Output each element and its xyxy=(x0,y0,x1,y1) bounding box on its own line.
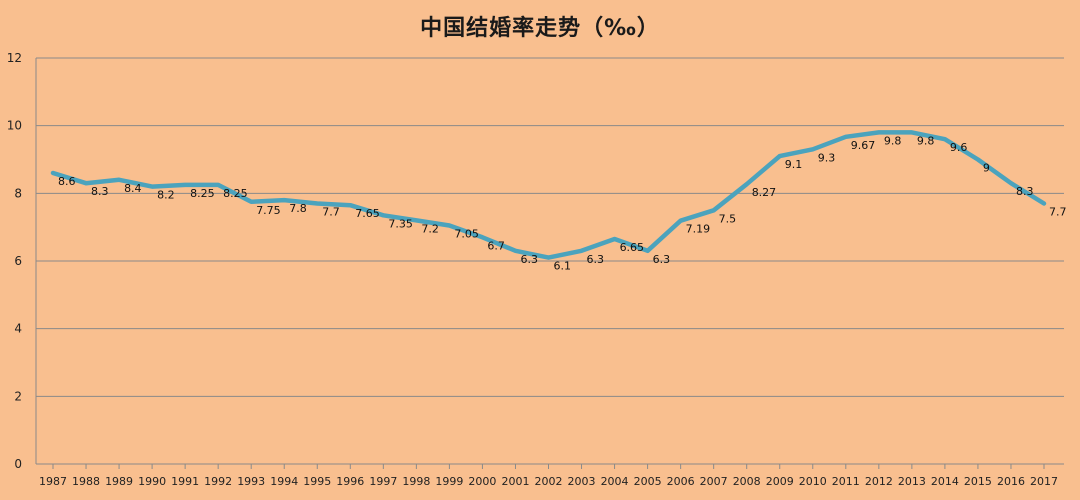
x-tick-label: 2011 xyxy=(832,475,860,488)
x-tick-label: 2002 xyxy=(535,475,563,488)
data-label: 9.8 xyxy=(917,134,935,147)
data-label: 7.7 xyxy=(322,205,340,218)
x-tick-label: 1995 xyxy=(303,475,331,488)
data-label: 7.35 xyxy=(388,217,413,230)
x-tick-label: 1998 xyxy=(402,475,430,488)
data-label: 8.27 xyxy=(752,186,777,199)
y-tick-label: 6 xyxy=(14,254,22,268)
x-tick-label: 2016 xyxy=(997,475,1025,488)
data-label: 9.3 xyxy=(818,151,836,164)
data-label: 7.7 xyxy=(1049,205,1067,218)
data-label: 6.3 xyxy=(520,253,538,266)
data-label: 7.5 xyxy=(719,212,737,225)
y-tick-label: 10 xyxy=(7,119,22,133)
data-label: 7.65 xyxy=(355,207,380,220)
data-label: 6.65 xyxy=(620,241,645,254)
data-label: 7.75 xyxy=(256,204,281,217)
x-tick-label: 2009 xyxy=(766,475,794,488)
data-label: 8.25 xyxy=(190,187,215,200)
series-line xyxy=(50,130,1047,260)
x-tick-label: 2007 xyxy=(700,475,728,488)
y-tick-label: 4 xyxy=(14,322,22,336)
chart-title: 中国结婚率走势（‰） xyxy=(420,16,660,41)
data-label: 7.8 xyxy=(289,202,307,215)
x-tick-label: 1991 xyxy=(171,475,199,488)
data-label: 9.67 xyxy=(851,139,876,152)
data-label: 9.1 xyxy=(785,158,803,171)
data-label: 9.8 xyxy=(884,134,902,147)
x-tick-label: 1988 xyxy=(72,475,100,488)
x-tick-label: 1992 xyxy=(204,475,232,488)
x-tick-label: 2017 xyxy=(1030,475,1058,488)
x-tick-label: 2015 xyxy=(964,475,992,488)
y-tick-label: 2 xyxy=(14,389,22,403)
data-label: 8.25 xyxy=(223,187,248,200)
data-label: 6.3 xyxy=(587,253,605,266)
x-tick-label: 1993 xyxy=(237,475,265,488)
data-label: 8.4 xyxy=(124,182,142,195)
data-label: 9.6 xyxy=(950,141,968,154)
x-tick-label: 2004 xyxy=(601,475,629,488)
x-tick-label: 1989 xyxy=(105,475,133,488)
x-tick-label: 2012 xyxy=(865,475,893,488)
x-tick-label: 1999 xyxy=(435,475,463,488)
data-label: 6.7 xyxy=(487,239,505,252)
data-label: 7.05 xyxy=(454,227,479,240)
data-label: 8.6 xyxy=(58,175,76,188)
x-tick-label: 2008 xyxy=(733,475,761,488)
x-tick-label: 1997 xyxy=(369,475,397,488)
data-label: 8.2 xyxy=(157,189,175,202)
x-tick-label: 2006 xyxy=(667,475,695,488)
x-tick-label: 2001 xyxy=(501,475,529,488)
x-tick-label: 2003 xyxy=(568,475,596,488)
y-tick-label: 12 xyxy=(7,51,22,65)
x-tick-label: 1996 xyxy=(336,475,364,488)
x-tick-label: 2005 xyxy=(634,475,662,488)
data-label: 8.3 xyxy=(1016,185,1034,198)
y-tick-label: 0 xyxy=(14,457,22,471)
data-label: 7.19 xyxy=(686,223,711,236)
data-label: 6.1 xyxy=(554,260,572,273)
x-tick-label: 2014 xyxy=(931,475,959,488)
x-tick-label: 2013 xyxy=(898,475,926,488)
x-tick-label: 2000 xyxy=(468,475,496,488)
data-label: 7.2 xyxy=(421,222,439,235)
y-tick-label: 8 xyxy=(14,186,22,200)
x-tick-label: 1994 xyxy=(270,475,298,488)
x-tick-label: 2010 xyxy=(799,475,827,488)
data-label: 8.3 xyxy=(91,185,109,198)
x-tick-label: 1990 xyxy=(138,475,166,488)
data-label: 9 xyxy=(983,162,990,175)
x-tick-label: 1987 xyxy=(39,475,67,488)
data-label: 6.3 xyxy=(653,253,671,266)
